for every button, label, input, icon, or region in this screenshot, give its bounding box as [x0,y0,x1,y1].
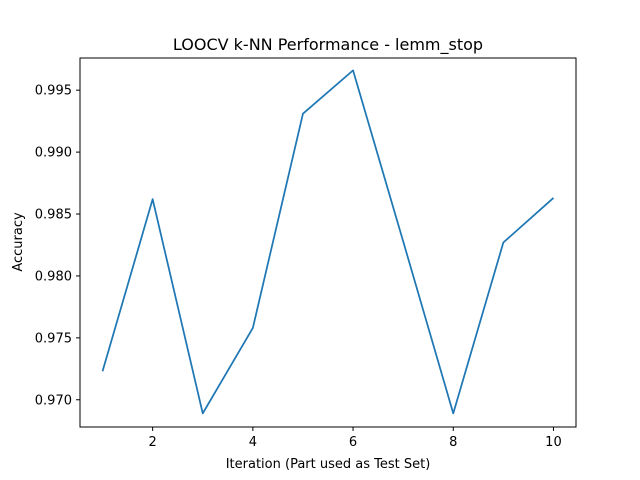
accuracy-series [101,69,555,415]
x-axis-label: Iteration (Part used as Test Set) [226,457,431,472]
x-tick-label: 2 [149,435,157,450]
y-tick-label: 0.995 [35,84,72,99]
chart-title: LOOCV k-NN Performance - lemm_stop [173,35,483,55]
y-tick-label: 0.975 [35,331,72,346]
x-tick-label: 8 [449,435,457,450]
y-axis: 0.970 0.975 0.980 0.985 0.990 0.995 [35,84,80,408]
y-axis-label: Accuracy [11,212,26,272]
x-tick-label: 10 [545,435,562,450]
x-tick-label: 6 [349,435,357,450]
accuracy-line [101,69,555,415]
y-tick-label: 0.985 [35,208,72,223]
y-tick-label: 0.990 [35,146,72,161]
x-axis: 2 4 6 8 10 [149,427,562,450]
y-tick-label: 0.980 [35,269,72,284]
x-tick-label: 4 [249,435,257,450]
plot-area-frame [79,57,577,428]
y-tick-label: 0.970 [35,393,72,408]
